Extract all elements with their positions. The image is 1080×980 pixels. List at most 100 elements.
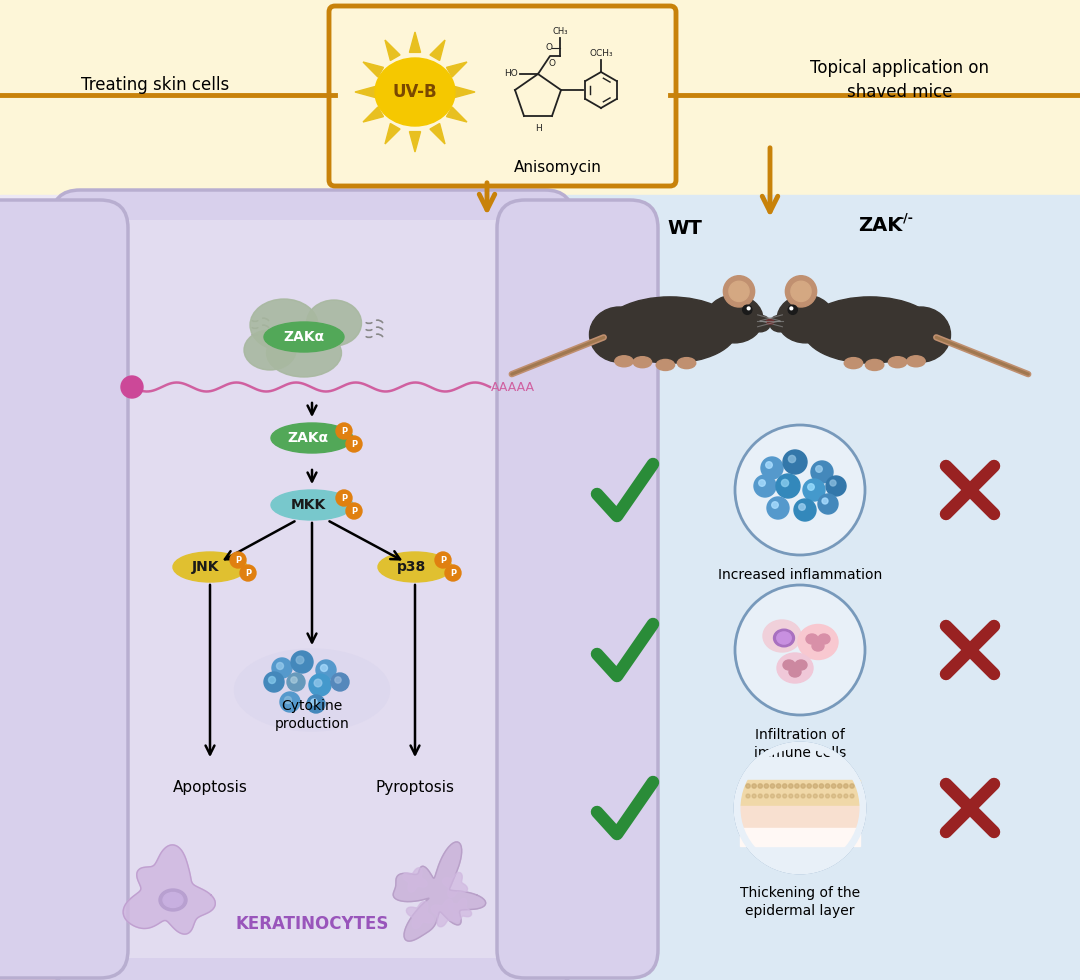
Text: P: P [245, 568, 251, 577]
Circle shape [729, 281, 750, 302]
Circle shape [121, 376, 143, 398]
Circle shape [794, 499, 816, 521]
Circle shape [316, 660, 336, 680]
Ellipse shape [812, 641, 824, 651]
Ellipse shape [845, 358, 863, 368]
Ellipse shape [264, 322, 345, 352]
Text: Topical application on
shaved mice: Topical application on shaved mice [810, 59, 989, 101]
Polygon shape [355, 86, 376, 98]
Circle shape [804, 479, 825, 501]
Ellipse shape [244, 330, 296, 370]
Circle shape [230, 552, 246, 568]
Text: Anisomycin: Anisomycin [514, 160, 602, 175]
Circle shape [752, 794, 756, 798]
Circle shape [822, 498, 828, 504]
Circle shape [766, 462, 772, 468]
Circle shape [735, 743, 865, 873]
Ellipse shape [271, 423, 353, 453]
Circle shape [808, 484, 814, 490]
Ellipse shape [590, 307, 649, 363]
Circle shape [783, 794, 786, 798]
Ellipse shape [307, 300, 362, 346]
Text: ZAKα: ZAKα [283, 330, 325, 344]
Polygon shape [431, 899, 459, 927]
Circle shape [743, 305, 752, 315]
Ellipse shape [706, 295, 762, 343]
Circle shape [777, 474, 800, 498]
Text: O: O [549, 59, 555, 68]
Polygon shape [430, 40, 445, 61]
Polygon shape [443, 872, 468, 898]
Circle shape [735, 425, 865, 555]
Bar [0, 195, 565, 980]
Ellipse shape [777, 632, 792, 644]
Polygon shape [430, 123, 445, 144]
Circle shape [758, 794, 762, 798]
Circle shape [724, 275, 755, 307]
Circle shape [825, 794, 829, 798]
Circle shape [735, 585, 865, 715]
Circle shape [770, 784, 774, 788]
Circle shape [264, 672, 284, 692]
Circle shape [765, 784, 769, 788]
Ellipse shape [865, 360, 883, 370]
Ellipse shape [267, 329, 341, 377]
Circle shape [746, 784, 751, 788]
Circle shape [761, 457, 783, 479]
Text: P: P [351, 507, 357, 515]
Ellipse shape [770, 316, 789, 332]
Circle shape [767, 497, 789, 519]
Ellipse shape [173, 552, 247, 582]
Circle shape [346, 436, 362, 452]
FancyBboxPatch shape [0, 200, 129, 978]
Circle shape [307, 695, 325, 713]
FancyBboxPatch shape [90, 220, 535, 958]
Ellipse shape [907, 356, 926, 367]
Ellipse shape [783, 660, 795, 670]
Circle shape [435, 552, 451, 568]
Text: Treating skin cells: Treating skin cells [81, 76, 229, 94]
Circle shape [811, 461, 833, 483]
Circle shape [815, 466, 822, 472]
Text: JNK: JNK [192, 560, 219, 574]
Text: Cytokine
production: Cytokine production [274, 699, 349, 731]
Ellipse shape [375, 58, 455, 126]
Circle shape [820, 794, 823, 798]
Circle shape [838, 784, 842, 788]
Circle shape [336, 490, 352, 506]
Circle shape [791, 281, 811, 302]
Circle shape [843, 784, 848, 788]
Text: p38: p38 [396, 560, 426, 574]
Circle shape [826, 476, 846, 496]
Circle shape [754, 475, 777, 497]
Bar [740, 828, 860, 846]
Circle shape [807, 784, 811, 788]
Polygon shape [455, 86, 475, 98]
Circle shape [346, 503, 362, 519]
Circle shape [825, 784, 829, 788]
Ellipse shape [159, 889, 187, 911]
Text: CH₃: CH₃ [552, 27, 568, 36]
Circle shape [287, 673, 305, 691]
Polygon shape [363, 62, 383, 77]
Circle shape [280, 692, 300, 712]
Ellipse shape [804, 297, 936, 364]
Text: P: P [341, 426, 347, 435]
Ellipse shape [795, 660, 807, 670]
Circle shape [788, 794, 793, 798]
Circle shape [321, 664, 327, 671]
Polygon shape [393, 842, 486, 941]
Circle shape [752, 784, 756, 788]
Circle shape [330, 673, 349, 691]
Ellipse shape [378, 552, 453, 582]
Circle shape [818, 494, 838, 514]
Circle shape [788, 784, 793, 788]
Circle shape [832, 794, 836, 798]
Polygon shape [406, 902, 433, 929]
Ellipse shape [163, 893, 183, 907]
Circle shape [777, 784, 781, 788]
Ellipse shape [657, 360, 675, 370]
Text: OCH₃: OCH₃ [590, 50, 612, 59]
Ellipse shape [234, 649, 390, 731]
Ellipse shape [766, 319, 772, 324]
